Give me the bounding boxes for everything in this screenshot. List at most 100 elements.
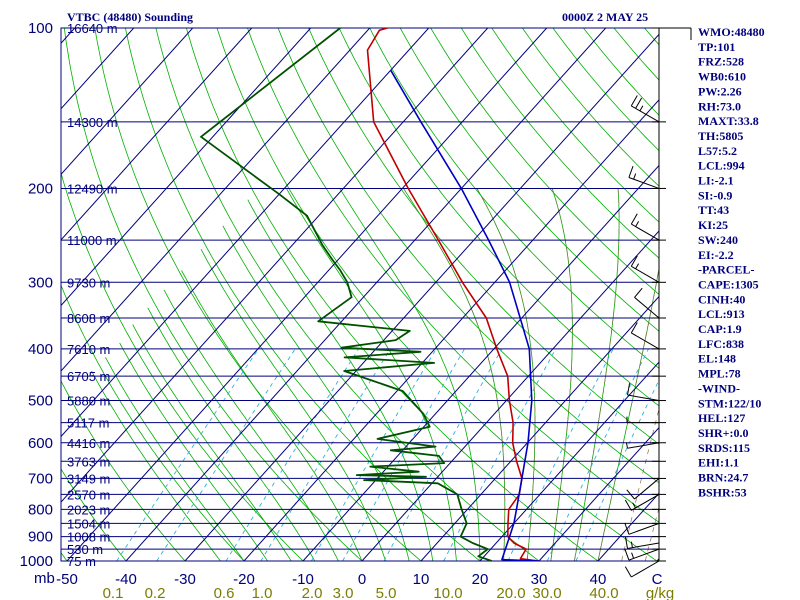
moist-adiabat-dashed [763, 188, 800, 561]
isotherm [479, 361, 659, 561]
temperature-tick-label: -30 [174, 571, 196, 588]
dewpoint-line [200, 28, 493, 561]
index-line: CAPE:1305 [698, 277, 759, 291]
sounding-indices-panel: WMO:48480TP:101FRZ:528WB0:610PW:2.26RH:7… [698, 25, 765, 499]
isotherm [61, 28, 371, 372]
parcel-line [390, 69, 540, 561]
wind-barb-half-flag [625, 442, 628, 449]
dry-adiabat [155, 28, 540, 561]
index-line: BRN:24.7 [698, 471, 748, 485]
isotherm [61, 28, 430, 438]
moist-adiabat [286, 188, 457, 561]
index-line: TP:101 [698, 40, 735, 54]
index-line: FRZ:528 [698, 55, 744, 69]
temperature-tick-label: 30 [531, 571, 548, 588]
temperature-tick-label: -40 [115, 571, 137, 588]
index-line: -WIND- [698, 381, 740, 395]
wind-barb-flag [628, 166, 634, 178]
pressure-tick-label: 200 [28, 180, 53, 197]
mixing-ratio-line [225, 348, 359, 561]
wind-barb-half-flag [631, 552, 635, 559]
pressure-tick-label: 600 [28, 435, 53, 452]
wind-barb-flag [630, 213, 638, 225]
height-label: 7610 m [67, 342, 110, 357]
pressure-tick-label: 700 [28, 470, 53, 487]
index-line: EI:-2.2 [698, 248, 734, 262]
wind-barb-staff [628, 177, 660, 189]
index-line: SW:240 [698, 233, 738, 247]
index-line: STM:122/10 [698, 396, 761, 410]
isotherm [61, 28, 194, 176]
wind-barb-staff [631, 493, 660, 511]
isotherm [184, 33, 659, 561]
wind-barb-staff [634, 297, 660, 319]
pressure-tick-label: 1000 [20, 553, 53, 570]
height-label: 3763 m [67, 454, 110, 469]
index-line: CAP:1.9 [698, 322, 742, 336]
moist-adiabat [181, 270, 363, 561]
isotherm [61, 28, 253, 241]
wind-barb-staff [627, 442, 660, 449]
temperature-line [366, 28, 540, 561]
height-label: 2023 m [67, 502, 110, 517]
height-label: 5117 m [67, 416, 109, 431]
moist-adiabat-dashed [550, 188, 573, 561]
wind-barb-half-flag [632, 502, 637, 509]
isotherm [420, 295, 659, 561]
mixing-ratio-label: 0.2 [145, 585, 166, 600]
mixing-ratio-label: 10.0 [433, 585, 462, 600]
wind-barb-half-flag [633, 173, 637, 180]
isotherm [361, 230, 659, 561]
dry-adiabat [216, 28, 658, 561]
dry-adiabat [552, 28, 659, 152]
mixing-ratio-line [383, 348, 503, 561]
temperature-tick-label: -20 [233, 571, 255, 588]
height-label: 3149 m [67, 471, 110, 486]
index-line: EHI:1.1 [698, 456, 739, 470]
temperature-tick-label: 40 [590, 571, 607, 588]
mixing-ratio-label: 40.0 [589, 585, 618, 600]
index-line: PW:2.26 [698, 84, 742, 98]
index-line: KI:25 [698, 218, 728, 232]
pressure-tick-label: 800 [28, 501, 53, 518]
wind-barb-half-flag [630, 541, 633, 548]
moist-adiabat [200, 249, 386, 561]
index-line: SHR+:0.0 [698, 426, 749, 440]
wind-barb-staff [631, 332, 660, 350]
height-label: 2570 m [67, 487, 110, 502]
wind-barb-half-flag [639, 105, 644, 112]
isotherm [66, 28, 548, 561]
wind-barb-flag [624, 499, 632, 511]
pressure-unit-label: mb [34, 570, 55, 587]
index-line: HEL:127 [698, 411, 745, 425]
isotherm [61, 28, 489, 503]
chart-grid [61, 28, 800, 561]
temperature-tick-label: -10 [292, 571, 314, 588]
wind-barb-flag [624, 522, 630, 535]
moist-adiabat [105, 357, 245, 561]
mixing-ratio-label: 2.0 [302, 585, 323, 600]
pressure-tick-label: 100 [28, 20, 53, 37]
moist-adiabat [91, 370, 221, 561]
index-line: LFC:838 [698, 337, 744, 351]
wind-barb-staff [627, 394, 660, 402]
index-line: EL:148 [698, 352, 736, 366]
height-label: 16640 m [67, 21, 118, 36]
wind-barb-flag [624, 548, 630, 561]
temperature-tick-label: 20 [472, 571, 489, 588]
moist-adiabat [132, 324, 292, 561]
height-label: 1008 m [67, 530, 110, 545]
height-label: 4416 m [67, 436, 110, 451]
wind-barb-flag [624, 566, 632, 578]
wind-barb-half-flag [635, 263, 640, 270]
wind-barb-flag [630, 322, 638, 334]
mixing-ratio-label: 0.1 [103, 585, 124, 600]
moist-adiabat-dashed [403, 188, 506, 561]
index-line: LI:-2.1 [698, 174, 734, 188]
index-line: SRDS:115 [698, 441, 750, 455]
wind-barb-staff [631, 560, 660, 578]
isotherm [61, 28, 312, 307]
height-label: 8608 m [67, 311, 110, 326]
index-line: -PARCEL- [698, 263, 754, 277]
